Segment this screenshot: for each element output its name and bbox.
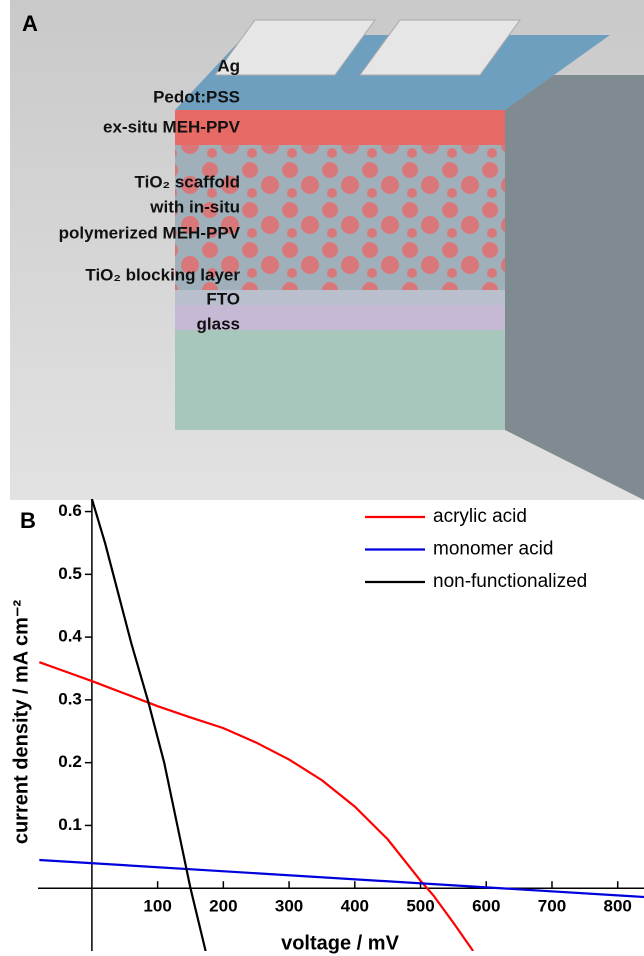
x-tick-label: 800 bbox=[604, 897, 632, 916]
layer-label: Pedot:PSS bbox=[153, 87, 240, 106]
layer-label: polymerized MEH-PPV bbox=[59, 223, 241, 242]
x-tick-label: 400 bbox=[341, 897, 369, 916]
figure: A Ag Pedot:PSS ex-situ MEH-PPV TiO₂ scaf… bbox=[0, 0, 644, 956]
x-tick-label: 500 bbox=[406, 897, 434, 916]
panel-label: B bbox=[20, 508, 36, 533]
panel-label: A bbox=[22, 11, 38, 36]
x-tick-label: 600 bbox=[472, 897, 500, 916]
plot-area bbox=[39, 499, 644, 951]
y-tick-label: 0.5 bbox=[58, 564, 82, 583]
y-axis-label: current density / mA cm⁻² bbox=[10, 600, 32, 845]
legend-label: non-functionalized bbox=[433, 571, 587, 592]
x-tick-label: 100 bbox=[143, 897, 171, 916]
y-tick-label: 0.6 bbox=[58, 501, 82, 520]
layer-label: glass bbox=[197, 314, 240, 333]
y-tick-label: 0.2 bbox=[58, 752, 82, 771]
layer-label: Ag bbox=[217, 56, 240, 75]
layer-label: ex-situ MEH-PPV bbox=[103, 117, 241, 136]
panel-a: A Ag Pedot:PSS ex-situ MEH-PPV TiO₂ scaf… bbox=[10, 0, 644, 500]
block-side bbox=[505, 75, 644, 500]
y-tick-label: 0.1 bbox=[58, 815, 82, 834]
layer-label: TiO₂ scaffold bbox=[135, 172, 240, 191]
x-axis-label: voltage / mV bbox=[281, 932, 399, 954]
y-tick-label: 0.3 bbox=[58, 689, 82, 708]
legend-label: monomer acid bbox=[433, 539, 553, 560]
layer-label: TiO₂ blocking layer bbox=[85, 265, 240, 284]
layer-label: FTO bbox=[206, 289, 240, 308]
x-tick-label: 700 bbox=[538, 897, 566, 916]
layer-label: with in-situ bbox=[149, 197, 240, 216]
data-line bbox=[39, 860, 644, 897]
data-line bbox=[92, 499, 206, 951]
x-tick-label: 200 bbox=[209, 897, 237, 916]
y-tick-label: 0.4 bbox=[58, 627, 82, 646]
x-tick-label: 300 bbox=[275, 897, 303, 916]
legend-label: acrylic acid bbox=[433, 506, 527, 527]
glass-layer bbox=[175, 330, 505, 430]
page: A Ag Pedot:PSS ex-situ MEH-PPV TiO₂ scaf… bbox=[0, 0, 644, 956]
